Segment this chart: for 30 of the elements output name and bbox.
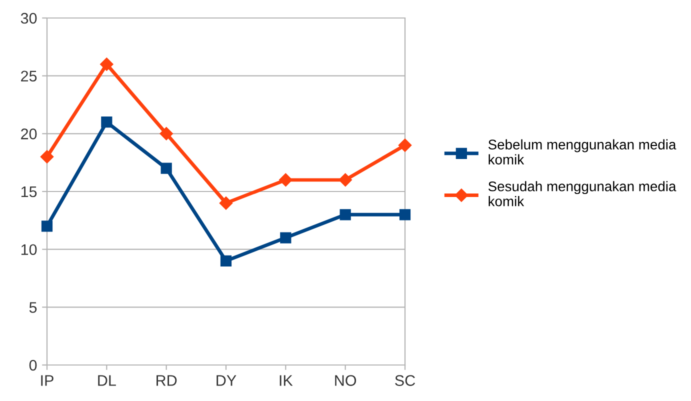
y-tick-label: 0	[29, 360, 37, 371]
legend-label: Sesudah menggunakan media komik	[488, 181, 676, 206]
x-tick-label: NO	[335, 375, 356, 386]
point	[101, 116, 112, 128]
point	[340, 209, 351, 220]
x-tick-label: RD	[156, 375, 177, 386]
point	[160, 162, 172, 174]
point	[398, 138, 412, 152]
x-tick-label: DL	[98, 375, 116, 386]
point	[219, 196, 233, 210]
x-tick-label: SC	[395, 375, 416, 386]
y-tick-label: 10	[21, 244, 37, 256]
point	[40, 150, 54, 164]
y-tick-label: 20	[21, 128, 37, 140]
x-tick-label: DY	[216, 375, 236, 386]
point	[399, 209, 411, 220]
y-tick-label: 30	[20, 12, 37, 24]
y-tick-label: 5	[29, 302, 37, 313]
legend-label: Sebelum menggunakan media komik	[488, 139, 676, 164]
y-tick-label: 15	[21, 186, 37, 198]
point	[279, 173, 292, 187]
point	[41, 220, 53, 232]
x-tick-label: IP	[41, 375, 54, 386]
point	[220, 255, 232, 266]
point	[338, 173, 352, 187]
y-tick-label: 25	[21, 70, 37, 82]
point	[160, 127, 173, 140]
x-tick-label: IK	[280, 375, 293, 386]
point	[100, 58, 114, 71]
point	[280, 232, 292, 244]
